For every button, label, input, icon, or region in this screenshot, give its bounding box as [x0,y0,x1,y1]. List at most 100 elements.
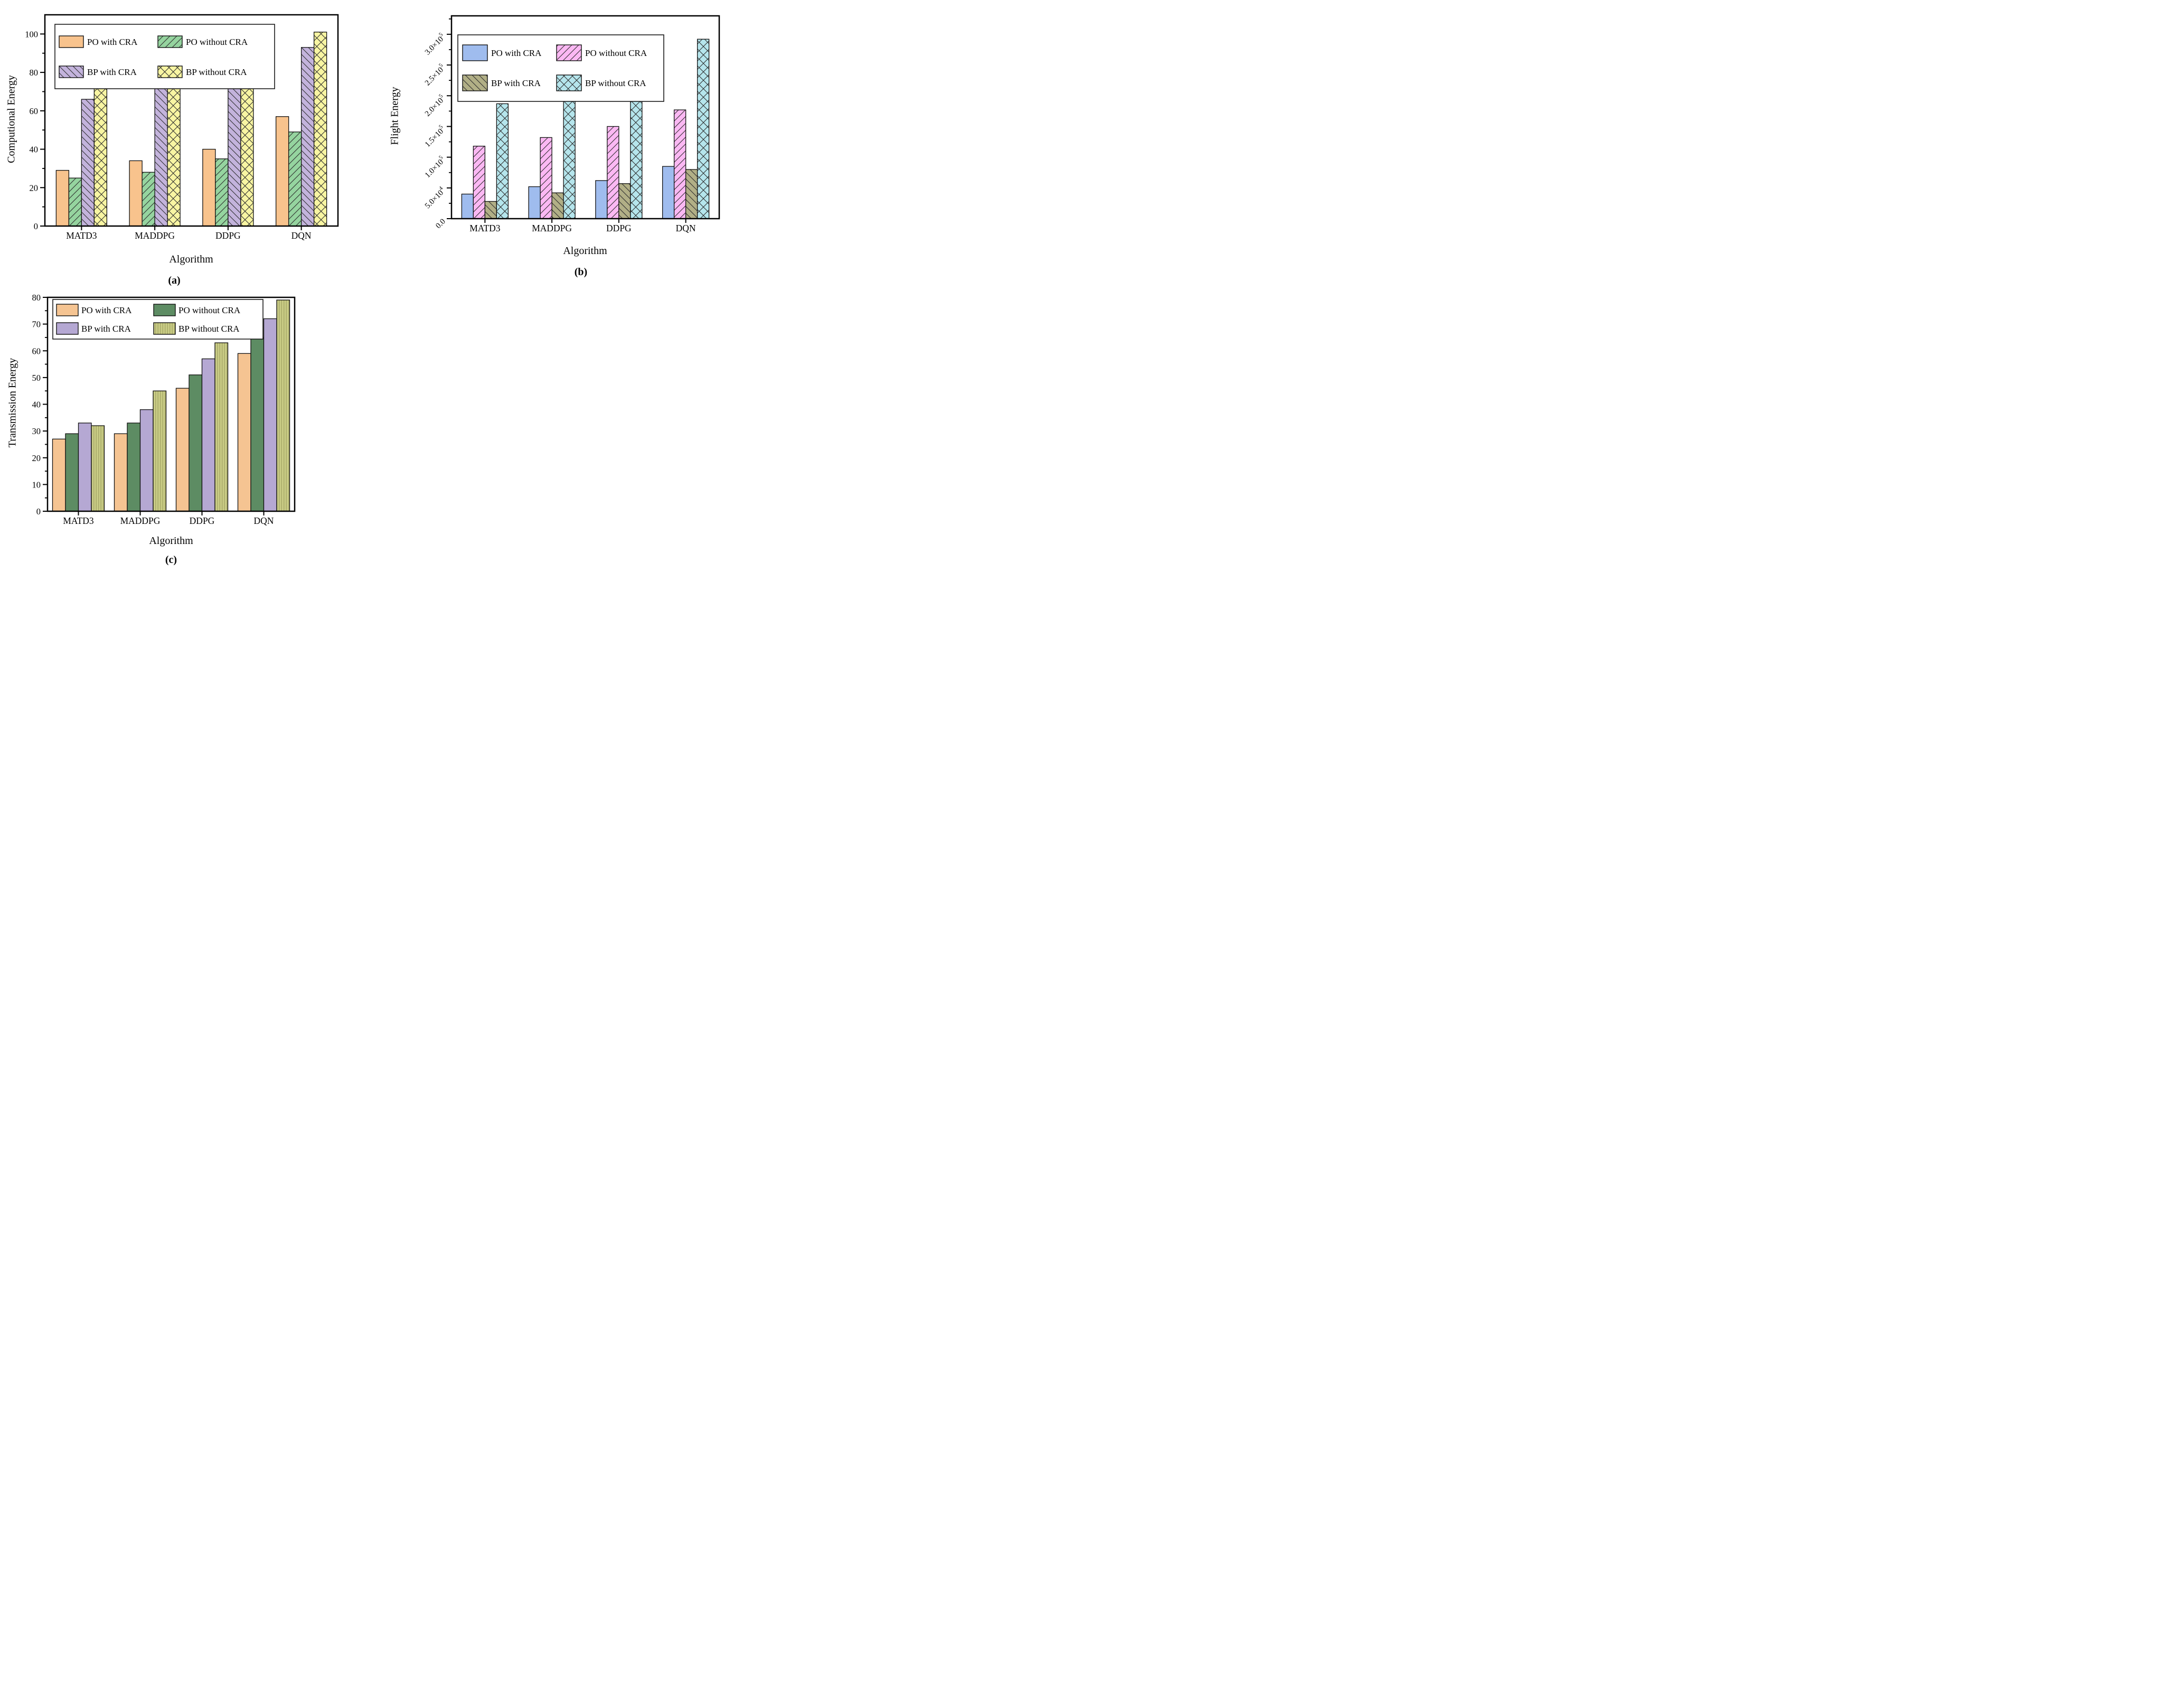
legend-swatch-outline [153,304,176,316]
legend-swatch [463,45,487,61]
y-tick-label: 100 [25,29,38,39]
bar-outline [607,126,619,219]
y-tick-label: 20 [32,453,41,463]
legend-swatch-outline [462,44,488,61]
x-category-label: MADDPG [120,515,161,526]
subfigure-caption: (b) [574,266,588,278]
y-tick-label: 5.0×104 [422,185,447,210]
bar-outline [276,299,290,512]
bar-PO-with-CRA-MADDPG [114,434,127,511]
bar-BP-with-CRA-DQN [264,318,277,511]
legend-label: BP without CRA [178,324,240,334]
legend-swatch [57,304,78,316]
bar-outline [300,47,315,227]
bar-outline [685,169,698,219]
y-tick-label: 40 [30,145,39,155]
bar-outline [153,390,167,512]
bar-outline [81,99,95,227]
legend-label: PO without CRA [585,48,647,58]
bar-outline [68,177,82,227]
chart-transmission-energy: MATD3 MADDPG DDPG DQN 0 10 20 30 40 50 60 70 80 PO wi… [0,288,370,576]
figure-page: MATD3 MADDPG DDPG DQN 0 20 40 60 80 100 PO with CR… [0,0,725,576]
bar-outline [551,192,564,219]
legend-swatch-outline [157,35,183,48]
y-tick-label: 1.5×105 [422,124,447,149]
y-tick-label: 2.0×105 [422,93,447,118]
legend-swatch [57,323,78,334]
bar-outline [288,132,302,227]
legend-swatch-outline [153,322,176,335]
x-category-label: DDPG [190,515,215,526]
legend-swatch-outline [59,65,84,78]
legend-swatch-outline [462,74,488,91]
bar-outline [93,87,108,227]
y-tick-label: 30 [32,426,41,436]
bar-PO-with-CRA-DQN [662,166,674,219]
bar-PO-with-CRA-MATD3 [462,194,474,219]
chart-flight-energy: MATD3 MADDPG DDPG DQN 0.0 5.0×104 1.0×105 1.5×1… [370,0,725,296]
y-tick-label: 10 [32,480,41,490]
bar-outline [630,84,643,219]
bar-outline [484,201,497,219]
bar-PO-with-CRA-DDPG [202,149,215,226]
bar-outline [154,83,168,227]
y-tick-label: 40 [32,400,41,410]
y-tick-label: 60 [32,346,41,356]
y-tick-label: 50 [32,373,41,383]
legend-label: BP with CRA [491,78,541,88]
bar-BP-with-CRA-MADDPG [140,409,153,511]
bar-PO-without-CRA-DQN [251,337,264,511]
legend-label: BP with CRA [81,324,131,334]
legend-swatch-outline [157,65,183,78]
y-tick-label: 0 [36,506,41,517]
bar-outline [167,79,181,227]
y-tick-label: 2.5×105 [422,62,447,88]
y-tick-label: 1.0×105 [422,154,447,180]
bar-PO-with-CRA-MADDPG [529,186,541,219]
legend-swatch-outline [56,322,79,335]
y-tick-label: 70 [32,320,41,330]
legend-label: BP without CRA [186,67,247,77]
y-tick-label: 80 [30,68,39,78]
x-category-label: DDPG [215,230,241,241]
y-tick-label: 80 [32,293,41,303]
legend-label: BP without CRA [585,78,646,88]
bar-outline [540,137,552,219]
chart-a-canvas: MATD3 MADDPG DDPG DQN 0 20 40 60 80 100 PO with CR… [25,14,339,241]
bar-PO-with-CRA-DQN [276,116,289,226]
bar-outline [496,103,509,219]
legend-swatch-outline [56,304,79,316]
legend-swatch [154,304,175,316]
x-category-label: MADDPG [135,230,175,241]
legend-label: PO without CRA [186,37,248,47]
legend-label: PO with CRA [87,37,138,47]
bar-outline [214,342,229,512]
bar-outline [473,146,486,219]
x-axis-label: Algorithm [149,535,193,547]
bar-PO-without-CRA-DDPG [189,374,202,511]
plot-frame [44,14,339,227]
legend-label: BP with CRA [87,67,137,77]
bar-outline [91,425,105,512]
plot-frame [46,296,296,512]
legend-swatch-outline [556,44,582,61]
bar-PO-with-CRA-DDPG [176,388,189,511]
x-axis-label: Algorithm [563,245,607,257]
bar-BP-with-CRA-MATD3 [78,423,91,511]
legend-label: PO with CRA [491,48,542,58]
bar-outline [563,98,576,219]
legend-swatch-outline [556,74,582,91]
legend-swatch [59,36,83,48]
bar-outline [673,109,686,219]
y-axis-label: Flight Energy [389,87,401,145]
x-category-label: DQN [291,230,312,241]
bar-BP-with-CRA-DDPG [202,359,215,511]
bar-outline [142,172,155,227]
plot-frame [450,15,720,220]
bar-outline [697,39,710,219]
bar-outline [215,158,229,227]
bar-PO-with-CRA-MADDPG [129,161,143,226]
y-tick-label: 20 [30,183,39,193]
bar-PO-with-CRA-DQN [238,353,251,511]
chart-b-canvas: MATD3 MADDPG DDPG DQN 0.0 5.0×104 1.0×105 1.5×1… [422,15,720,233]
